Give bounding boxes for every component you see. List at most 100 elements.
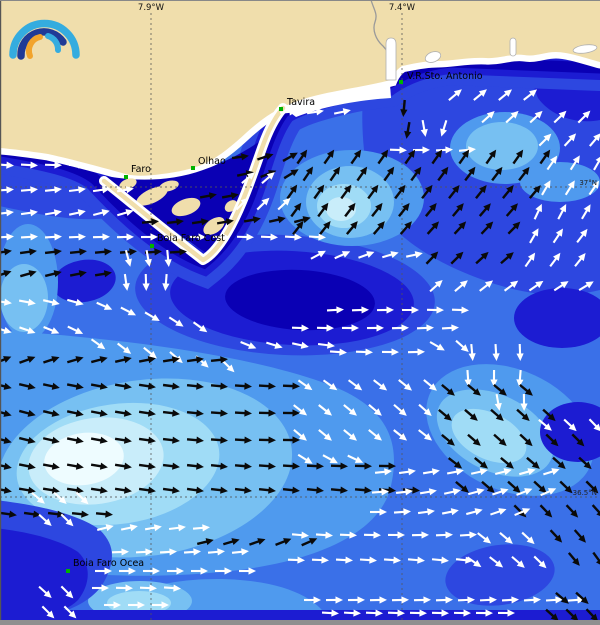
current-arrow [186,436,204,444]
current-arrow [258,409,276,417]
current-arrow [258,462,276,470]
parallel-label: 36.5°N [573,489,597,497]
current-arrow [306,486,324,494]
current-arrow [492,343,500,361]
place-label: Tavira [286,97,315,108]
current-arrow [41,605,55,619]
current-arrow [239,567,256,575]
current-arrow [318,429,332,441]
current-arrow [210,486,228,494]
coastline-and-land [0,0,600,265]
current-arrow [455,339,469,352]
current-arrow [0,161,14,169]
current-arrow [329,166,341,182]
current-arrow [231,548,249,556]
current-arrow [468,343,476,361]
current-arrow [18,382,36,390]
buoy-marker[interactable] [66,569,70,573]
current-arrow [451,203,464,217]
current-arrow [565,608,579,622]
current-arrow [261,172,275,185]
current-arrow [120,524,138,532]
current-arrow [234,409,252,417]
current-arrow [162,462,180,470]
place-marker[interactable] [279,107,283,111]
current-arrow [42,436,60,444]
current-arrow [431,149,443,165]
current-arrow [490,408,504,421]
coastal-shallow-band [283,84,391,117]
current-arrow [304,596,321,604]
current-arrow [475,609,493,617]
current-arrow [365,609,383,617]
current-arrow [497,609,515,617]
current-arrow [31,492,45,504]
current-arrow [234,486,252,494]
current-arrow [162,273,170,291]
current-arrow [139,584,157,592]
current-arrow [168,316,184,327]
current-arrow [455,480,469,493]
current-arrow [545,596,563,604]
current-arrow [321,609,339,617]
current-arrow [355,348,373,356]
current-arrow [383,556,401,564]
current-arrow [391,596,409,604]
current-arrow [282,152,298,162]
current-arrow [44,209,62,217]
current-arrow [114,382,132,390]
current-arrow [567,552,580,566]
current-arrow [68,209,86,217]
current-arrow [529,228,539,244]
current-arrow [383,166,395,182]
current-arrow [166,218,184,226]
current-arrow [426,306,444,314]
current-arrow [581,204,591,220]
current-arrow [283,169,299,180]
current-arrow [490,508,507,516]
place-marker[interactable] [399,80,403,84]
current-arrow [167,567,184,575]
creek-inlet [424,51,442,63]
current-arrow [18,436,36,444]
current-arrow [68,233,86,241]
current-arrow [441,433,455,446]
current-arrow [90,356,108,364]
bottom-bar [0,620,600,625]
current-arrow [138,462,156,470]
place-marker[interactable] [124,175,128,179]
current-arrow [119,567,136,575]
buoy-marker[interactable] [150,244,154,248]
current-arrow [528,185,541,199]
current-arrow [291,324,309,332]
current-arrow [564,180,575,196]
current-arrow [588,180,600,196]
current-arrow [92,186,110,194]
current-arrow [286,184,298,200]
current-arrow [448,89,462,101]
current-arrow [330,486,348,494]
current-arrow [347,379,363,391]
current-arrow [494,468,512,476]
current-arrow [464,369,472,387]
current-arrow [66,436,84,444]
current-arrow [565,504,579,518]
current-arrow [371,488,389,496]
current-arrow [282,382,300,390]
current-arrow [458,149,470,165]
current-arrow [516,369,524,387]
current-arrow [474,457,489,469]
current-arrow [441,383,455,396]
current-arrow [593,155,600,171]
current-arrow [571,433,585,447]
place-marker[interactable] [191,166,195,170]
current-arrow [407,556,425,564]
logo-outer-arc [9,19,80,59]
current-arrow [23,510,41,518]
current-arrow [540,488,557,497]
current-arrow [317,202,329,218]
buoy-label: Boia Faro Ocea [73,558,144,569]
current-arrow [538,133,552,147]
